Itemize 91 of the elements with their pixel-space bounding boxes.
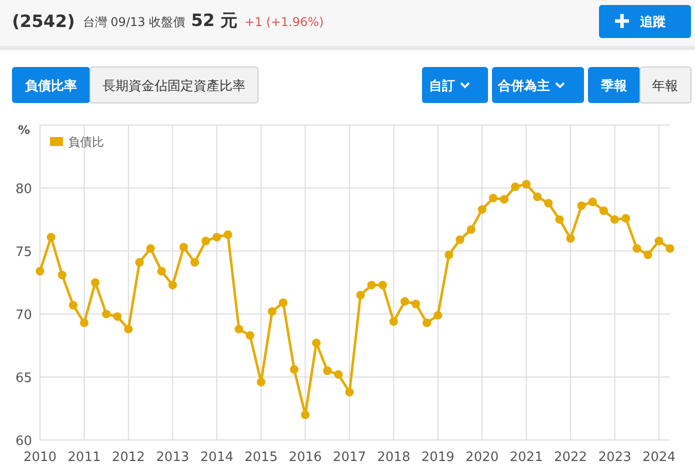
- point: [102, 310, 111, 318]
- point: [268, 307, 276, 316]
- x-tick-label: 2015: [244, 450, 278, 465]
- point: [422, 318, 432, 328]
- x-tick-label: 2024: [642, 450, 676, 465]
- point: [246, 331, 254, 340]
- point: [168, 280, 177, 290]
- point: [555, 215, 564, 224]
- point: [334, 370, 343, 379]
- point: [80, 318, 89, 328]
- text: (2542): [12, 12, 75, 32]
- point: [566, 234, 575, 243]
- point: [46, 232, 56, 242]
- point: [201, 236, 210, 246]
- y-tick-label: 65: [15, 371, 32, 386]
- point: [124, 324, 133, 334]
- point: [113, 312, 122, 321]
- point: [68, 300, 78, 310]
- legend-label: 負債比: [68, 135, 104, 149]
- point: [411, 300, 420, 308]
- x-tick-label: 2016: [288, 450, 322, 465]
- point: [157, 266, 166, 276]
- x-tick-label: 2019: [421, 450, 454, 465]
- point: [36, 266, 44, 276]
- point: [234, 324, 244, 334]
- point: [632, 244, 642, 253]
- x-tick-label: 2011: [68, 450, 101, 465]
- point: [577, 201, 586, 210]
- text: 52 元: [191, 11, 238, 31]
- x-tick-label: 2017: [332, 450, 366, 465]
- text: 自訂: [429, 78, 455, 94]
- y-tick-label: 60: [15, 434, 32, 449]
- point: [544, 198, 553, 208]
- point: [621, 214, 630, 223]
- point: [146, 244, 155, 253]
- x-tick-label: 2018: [377, 450, 410, 465]
- text: 季報: [600, 78, 628, 94]
- point: [434, 310, 442, 320]
- point: [190, 258, 200, 267]
- point: [278, 298, 288, 307]
- point: [58, 270, 66, 280]
- point: [478, 205, 486, 214]
- text: +1 (+1.96%): [244, 15, 324, 29]
- point: [533, 192, 542, 202]
- text: 年報: [652, 79, 678, 94]
- text: 台灣 09/13 收盤價: [82, 15, 186, 29]
- point: [90, 278, 100, 287]
- x-tick-label: 2021: [510, 450, 543, 465]
- point: [212, 232, 222, 242]
- text: 長期資金佔固定資產比率: [102, 78, 246, 94]
- text: 合併為主: [497, 78, 550, 94]
- point: [588, 198, 597, 206]
- text: 追蹤: [639, 15, 666, 30]
- y-axis-title: %: [18, 123, 30, 137]
- point: [300, 410, 310, 420]
- point: [400, 297, 410, 306]
- point: [510, 182, 520, 192]
- point: [323, 366, 332, 375]
- point: [644, 250, 652, 260]
- point: [290, 365, 299, 374]
- point: [466, 225, 476, 234]
- x-tick-label: 2012: [112, 450, 145, 465]
- x-tick-label: 2013: [156, 450, 190, 465]
- y-tick-label: 75: [15, 245, 32, 260]
- point: [312, 338, 321, 348]
- y-tick-label: 80: [15, 182, 32, 197]
- text: 負債比率: [25, 78, 77, 94]
- point: [389, 317, 398, 326]
- point: [456, 235, 464, 244]
- point: [599, 206, 608, 215]
- y-tick-label: 70: [15, 308, 32, 323]
- point: [666, 244, 674, 253]
- point: [179, 242, 188, 252]
- x-tick-label: 2022: [554, 450, 588, 465]
- point: [345, 388, 354, 396]
- point: [522, 180, 531, 189]
- point: [654, 236, 664, 246]
- x-tick-label: 2020: [466, 450, 499, 465]
- point: [256, 378, 266, 386]
- point: [610, 215, 620, 224]
- point: [367, 280, 376, 290]
- x-tick-label: 2023: [598, 450, 632, 465]
- point: [135, 258, 144, 267]
- point: [444, 250, 454, 260]
- x-tick-label: 2014: [200, 450, 234, 465]
- point: [356, 290, 365, 300]
- point: [488, 194, 498, 202]
- x-tick-label: 2010: [23, 450, 57, 465]
- point: [224, 230, 232, 239]
- point: [378, 280, 387, 290]
- point: [500, 195, 509, 204]
